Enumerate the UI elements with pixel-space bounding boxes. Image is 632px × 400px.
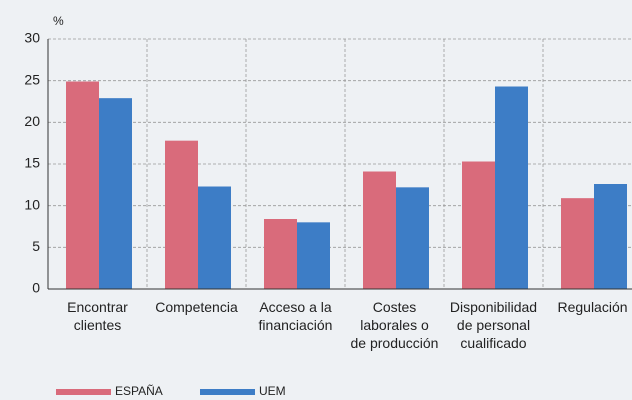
legend-swatch (56, 389, 111, 395)
bar (297, 222, 330, 289)
y-tick-label: 25 (24, 71, 40, 87)
x-tick-label: Competencia (155, 299, 238, 315)
bar (594, 184, 627, 289)
bar (99, 98, 132, 290)
x-tick-label: Acceso a la financiación (258, 299, 333, 333)
y-tick-label: 5 (32, 238, 40, 254)
bar (462, 161, 495, 289)
bar (495, 86, 528, 289)
x-tick-label: Costes laborales o de producción (350, 299, 439, 351)
y-tick-label: 30 (24, 30, 40, 46)
bar (264, 219, 297, 289)
y-tick-label: 10 (24, 196, 40, 212)
y-tick-label: 0 (32, 280, 40, 296)
y-tick-label: 20 (24, 113, 40, 129)
y-tick-label: 15 (24, 155, 40, 171)
bar (363, 171, 396, 289)
y-unit: % (53, 14, 64, 28)
legend-label: ESPAÑA (115, 384, 163, 398)
x-tick-label: Disponibilidad de personal cualificado (449, 299, 538, 351)
legend-swatch (200, 389, 255, 395)
legend-label: UEM (259, 384, 286, 398)
bar (66, 81, 99, 289)
bar (165, 140, 198, 289)
bar (396, 187, 429, 289)
x-tick-label: Regulación (557, 299, 628, 315)
bar (561, 198, 594, 289)
x-tick-label: Encontrar clientes (67, 299, 128, 333)
bar (198, 186, 231, 289)
